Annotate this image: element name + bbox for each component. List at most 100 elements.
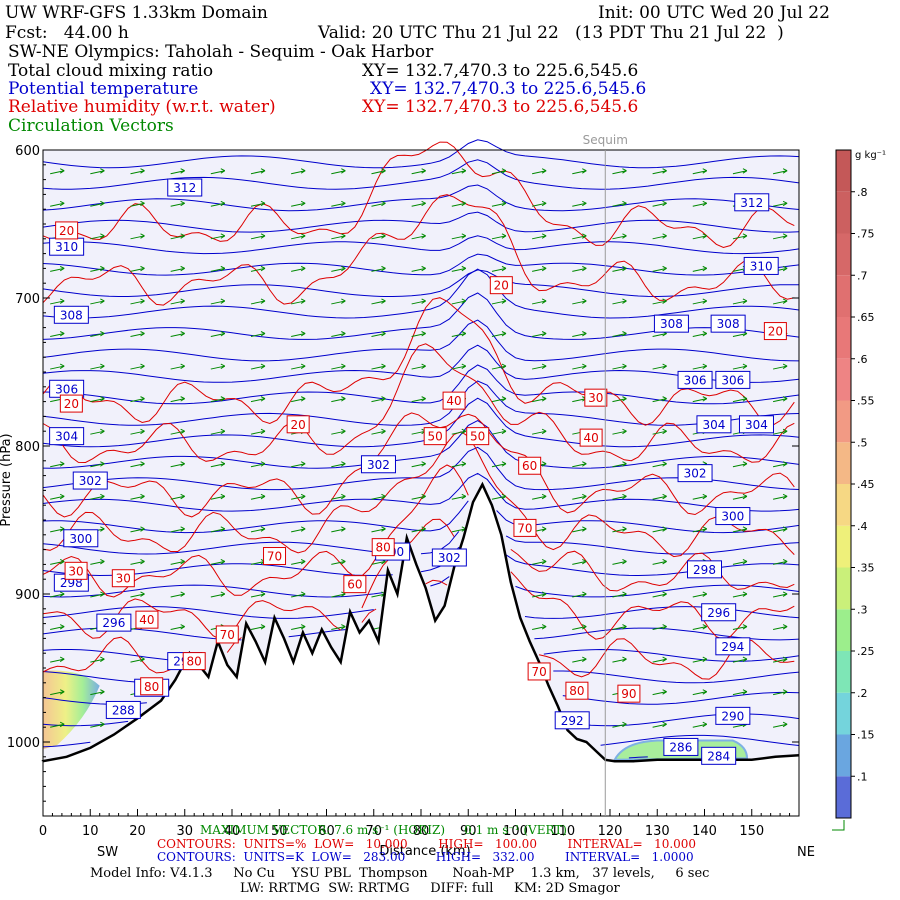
theta-label: 306 [55,382,78,396]
theta-label: 286 [669,740,692,754]
circulation-vector-head [702,331,708,337]
forecast-hour: Fcst: 44.00 h [5,23,129,43]
circulation-vector-head [180,526,185,532]
field-cloud-name: Total cloud mixing ratio [8,61,214,81]
circulation-vector [170,333,185,337]
theta-contour-line [42,319,800,362]
circulation-vector [732,528,748,533]
circulation-vector [250,170,266,175]
theta-label-box [715,706,751,725]
rh-label-box [565,681,589,700]
circulation-vector [451,333,466,337]
circulation-vector-head [622,591,627,597]
theta-label-box [715,507,751,526]
circulation-vector-head [662,493,667,500]
theta-label: 300 [721,510,744,524]
circulation-vector [491,365,507,370]
circulation-vector [692,723,707,728]
circulation-vector [612,560,627,565]
circulation-vector [692,528,707,533]
circulation-vector [50,495,65,500]
circulation-vector-head [220,493,226,500]
circulation-vector [130,658,145,663]
rh-label: 80 [376,541,391,555]
circulation-vector [532,398,547,403]
circulation-vector-head [59,168,65,174]
circulation-vector-head [220,591,226,597]
circulation-vector-head [220,265,226,272]
circulation-vector [170,235,185,240]
circulation-vector-head [582,265,587,272]
circulation-vector [612,365,627,370]
circulation-vector [692,691,707,696]
theta-label: 310 [55,240,78,254]
x-tick-label: 90 [460,824,477,839]
circulation-vector [50,333,65,337]
circulation-vector-head [782,396,788,402]
circulation-vector [692,398,707,403]
circulation-vector [732,365,748,370]
circulation-vector-head [421,200,426,207]
circulation-vector-head [782,233,788,239]
theta-label-box [96,613,132,632]
circulation-vector-head [421,396,426,402]
left-end-label: SW [97,845,118,860]
theta-label-box [677,464,713,483]
colorbar-segment [836,275,851,317]
circulation-vector-head [622,493,627,500]
theta-label-box [696,415,732,434]
circulation-vector-head [662,363,667,369]
circulation-vector-head [341,233,346,239]
theta-contour-line [628,756,648,759]
circulation-vector [612,235,627,240]
theta-label-box [53,305,89,324]
circulation-vector-head [381,331,386,337]
circulation-vector [772,626,788,631]
circulation-vector-head [220,461,226,467]
circulation-vector-head [622,656,627,663]
circulation-vector [532,235,547,240]
theta-label-box [72,471,108,490]
circulation-vector [170,398,185,403]
physics-info: LW: RRTMG SW: RRTMG DIFF: full KM: 2D Sm… [240,881,620,896]
y-tick-label: 600 [15,144,40,159]
circulation-vector-head [140,168,145,174]
circulation-vector-head [220,428,226,435]
circulation-vector [652,170,667,175]
circulation-vector [331,528,346,533]
circulation-vector [411,300,426,305]
field-rh-xy: XY= 132.7,470.3 to 225.6,545.6 [362,97,639,117]
circulation-vector-head [742,298,748,304]
circulation-vector [250,430,266,435]
circulation-vector-head [501,493,507,500]
circulation-vector [732,495,748,500]
circulation-vector [572,495,587,500]
circulation-vector-head [100,558,105,565]
circulation-vector [772,300,788,305]
circulation-vector [772,658,788,663]
circulation-vector [130,300,145,305]
circulation-vector [692,202,707,207]
rh-label: 20 [64,397,79,411]
circulation-vector [90,398,105,403]
circulation-vector-head [501,265,507,272]
circulation-vector-head [100,428,105,435]
circulation-vector-head [501,298,507,304]
circulation-vector [291,235,306,240]
x-tick-label: 80 [413,824,430,839]
circulation-vector [572,267,587,272]
circulation-vector [331,170,346,175]
rh-label: 80 [569,684,584,698]
cross-section-title: SW-NE Olympics: Taholah - Sequim - Oak H… [8,42,434,62]
circulation-vector [772,398,788,403]
circulation-vector [572,365,587,370]
circulation-vector-head [59,331,65,337]
circulation-vector [572,528,587,533]
circulation-vector-head [140,265,145,272]
circulation-vector-head [582,591,587,597]
circulation-vector-head [100,721,105,728]
circulation-vector [250,593,266,598]
field-rh-name: Relative humidity (w.r.t. water) [8,97,276,117]
circulation-vector [331,463,346,468]
